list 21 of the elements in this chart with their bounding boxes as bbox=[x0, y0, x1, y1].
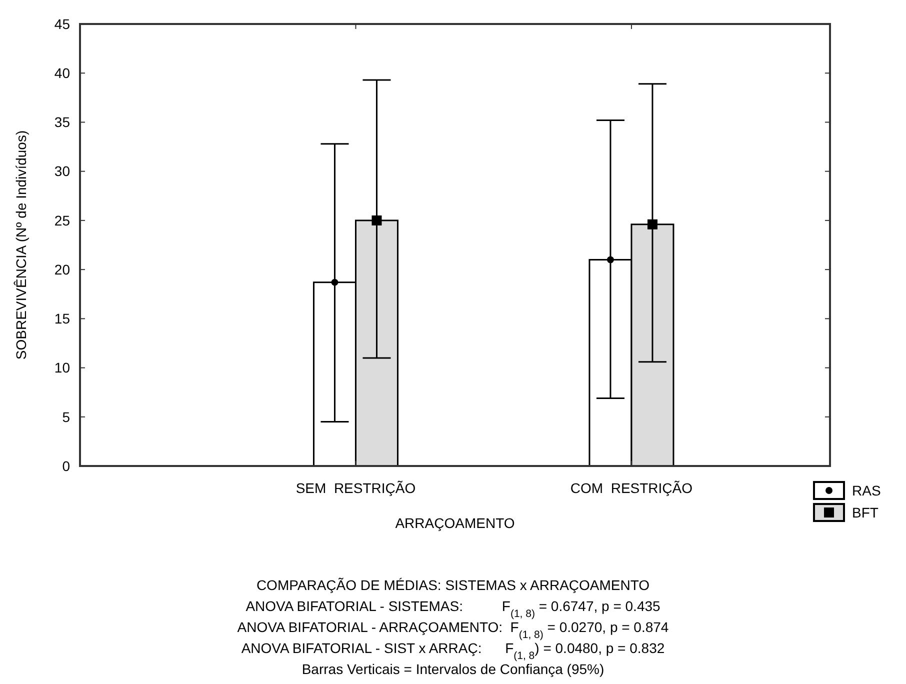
x-tick-label: COM RESTRIÇÃO bbox=[570, 480, 693, 496]
y-tick-label: 45 bbox=[54, 16, 70, 32]
y-tick-label: 25 bbox=[54, 212, 70, 228]
y-tick-label: 35 bbox=[54, 114, 70, 130]
y-tick-label: 40 bbox=[54, 65, 70, 82]
text: Barras Verticais = Intervalos de Confiança (95%) bbox=[302, 661, 604, 677]
text: ANOVA BIFATORIAL - ARRAÇOAMENTO: F$_{(1, 8)}$ = 0.0270, p = 0.874 bbox=[237, 619, 669, 641]
y-tick-label: 5 bbox=[62, 408, 70, 425]
text: ANOVA BIFATORIAL - SISTEMAS: F$_{(1, 8)}$ = 0.6747, p = 0.435 bbox=[246, 598, 661, 620]
text: COMPARAÇÃO DE MÉDIAS: SISTEMAS x ARRAÇOAMENTO bbox=[256, 577, 650, 593]
x-tick-label: SEM RESTRIÇÃO bbox=[296, 480, 416, 496]
y-axis-title: SOBREVIVÊNCIA (Nº de Indivíduos) bbox=[13, 130, 29, 360]
y-tick-label: 0 bbox=[62, 458, 70, 474]
legend-label: BFT bbox=[852, 504, 879, 520]
y-tick-label: 30 bbox=[54, 163, 70, 180]
y-tick-label: 10 bbox=[54, 360, 70, 376]
legend-label: RAS bbox=[852, 482, 881, 498]
x-axis-title: ARRAÇOAMENTO bbox=[395, 515, 515, 531]
y-tick-label: 20 bbox=[54, 261, 70, 278]
text: ANOVA BIFATORIAL - SIST x ARRAÇ: F$_{(1, 8}$) = 0.0480, p = 0.832 bbox=[241, 640, 665, 662]
y-tick-label: 15 bbox=[54, 310, 70, 327]
